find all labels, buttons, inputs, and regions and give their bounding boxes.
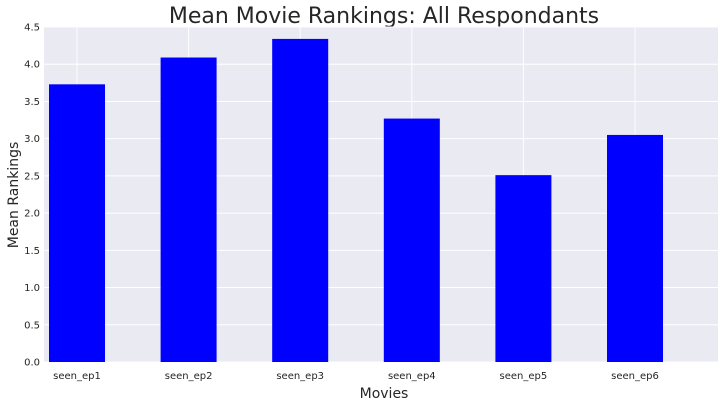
- y-tick-label: 1.5: [24, 246, 40, 257]
- y-tick-label: 3.5: [24, 97, 40, 108]
- y-tick-labels: 0.0 0.5 1.0 1.5 2.0 2.5 3.0 3.5 4.0 4.5: [24, 23, 40, 369]
- x-axis-label: Movies: [360, 386, 409, 402]
- x-tick-label: seen_ep5: [500, 371, 548, 382]
- bar-seen_ep2: [160, 57, 217, 363]
- y-tick-label: 1.0: [24, 283, 40, 294]
- y-tick-label: 2.0: [24, 209, 40, 220]
- y-tick-label: 0.5: [24, 320, 40, 331]
- chart-title: Mean Movie Rankings: All Respondants: [169, 4, 599, 29]
- bar-seen_ep4: [383, 118, 440, 362]
- bar-seen_ep6: [607, 134, 663, 362]
- bars: [49, 38, 663, 363]
- bar-seen_ep1: [49, 84, 105, 363]
- y-tick-label: 2.5: [24, 171, 40, 182]
- y-tick-label: 0.0: [24, 358, 40, 369]
- y-tick-label: 4.5: [24, 23, 40, 34]
- x-tick-label: seen_ep3: [276, 371, 324, 382]
- y-tick-label: 3.0: [24, 134, 40, 145]
- y-tick-label: 4.0: [24, 60, 40, 71]
- y-gridlines: [44, 26, 718, 363]
- x-tick-label: seen_ep4: [388, 371, 436, 382]
- x-tick-label: seen_ep1: [53, 371, 101, 382]
- bar-seen_ep3: [272, 38, 329, 363]
- bar-seen_ep5: [495, 175, 552, 362]
- x-tick-label: seen_ep2: [165, 371, 213, 382]
- plot-area: [44, 27, 718, 362]
- x-tick-labels: seen_ep1 seen_ep2 seen_ep3 seen_ep4 seen_ep5…: [53, 371, 659, 382]
- x-tick-label: seen_ep6: [611, 371, 659, 382]
- y-axis-label: Mean Rankings: [6, 142, 22, 249]
